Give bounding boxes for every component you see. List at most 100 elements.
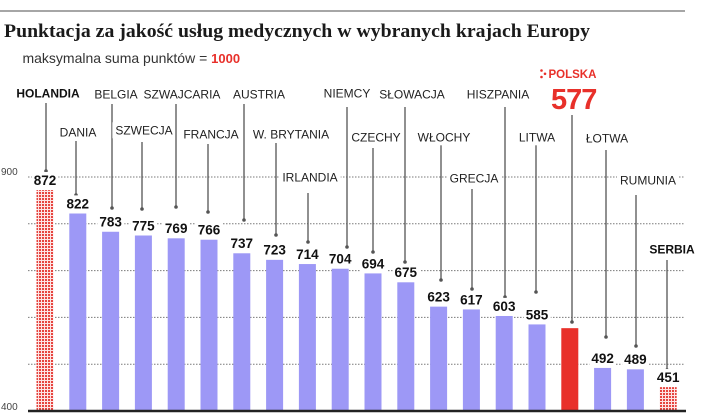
annotation-irlandia: IRLANDIA 714 <box>279 169 341 263</box>
value-label: 822 <box>67 196 90 211</box>
leader-dot <box>274 233 278 237</box>
bar-holandia <box>36 190 54 411</box>
value-label: 766 <box>198 223 221 238</box>
label-background <box>589 349 616 367</box>
leader-dot <box>570 320 574 324</box>
category-label: SZWAJCARIA <box>144 87 221 101</box>
label-background <box>320 85 374 102</box>
label-background <box>414 129 474 146</box>
bar-serbia <box>659 387 677 411</box>
label-background <box>425 288 453 306</box>
bar-polska <box>561 328 579 411</box>
annotation-hiszpania: HISZPANIA 603 <box>463 86 533 315</box>
label-background <box>112 122 176 139</box>
category-label: CZECHY <box>351 130 400 144</box>
label-background <box>463 86 533 103</box>
category-label: SERBIA <box>649 242 695 256</box>
value-label: 704 <box>329 252 352 267</box>
value-label: 603 <box>493 299 516 314</box>
leader-dot <box>174 205 178 209</box>
bar-litwa <box>528 324 546 411</box>
label-background <box>279 169 341 186</box>
leader-dot <box>403 260 407 264</box>
value-label: 737 <box>231 236 254 251</box>
bar-w-brytania <box>266 259 284 411</box>
category-label: DANIA <box>60 125 97 139</box>
callout-marker-icon <box>540 69 547 79</box>
annotation-wlochy: WŁOCHY 623 <box>414 129 474 306</box>
bars <box>36 190 677 411</box>
callout-value: 577 <box>551 84 596 116</box>
annotation-holandia: HOLANDIA 872 <box>13 85 83 190</box>
annotation-dania: DANIA 822 <box>56 124 100 213</box>
label-background <box>622 351 649 369</box>
annotation-polska: POLSKA 577 <box>540 69 597 324</box>
category-label: WŁOCHY <box>418 130 471 144</box>
value-label: 623 <box>427 290 450 305</box>
label-background <box>13 85 83 102</box>
callout-label: POLSKA <box>549 69 597 81</box>
label-background <box>515 129 559 146</box>
category-label: LITWA <box>519 130 555 144</box>
leader-dot <box>439 278 443 282</box>
value-label: 872 <box>34 173 57 188</box>
label-background <box>376 86 448 103</box>
annotation-szwajcaria: SZWAJCARIA 769 <box>140 86 224 238</box>
annotation-belgia: BELGIA 783 <box>91 86 141 231</box>
category-label: RUMUNIA <box>620 173 676 187</box>
annotation-litwa: LITWA 585 <box>515 129 559 324</box>
category-label: FRANCJA <box>183 127 238 141</box>
chart-subtitle: maksymalna suma punktów = 1000 <box>3 50 252 66</box>
value-label: 585 <box>526 307 549 322</box>
bar-szwajcaria <box>167 238 185 411</box>
category-label: AUSTRIA <box>233 87 285 101</box>
label-background <box>228 235 256 253</box>
annotation-czechy: CZECHY 694 <box>348 129 404 273</box>
value-label: 783 <box>99 215 122 230</box>
value-label: 775 <box>132 218 155 233</box>
annotation-lotwa: ŁOTWA 492 <box>582 130 632 367</box>
leader-dot <box>140 207 144 211</box>
label-background <box>261 241 289 259</box>
category-label: IRLANDIA <box>282 170 337 184</box>
value-label: 714 <box>296 247 319 262</box>
bar-grecja <box>462 309 480 411</box>
annotation-niemcy: NIEMCY 704 <box>320 85 374 268</box>
annotations: HOLANDIA872DANIA822BELGIA783SZWECJA775SZ… <box>13 69 699 387</box>
bar-hiszpania <box>495 315 513 411</box>
label-background <box>31 172 59 190</box>
label-background <box>582 130 632 147</box>
y-tick-900: 900 <box>1 167 18 178</box>
bar-francja <box>200 239 218 411</box>
category-label: GRECJA <box>450 171 499 185</box>
label-background <box>56 124 100 141</box>
category-label: HISZPANIA <box>467 87 529 101</box>
value-label: 489 <box>624 352 647 367</box>
category-label: W. BRYTANIA <box>253 127 329 141</box>
label-background <box>294 245 322 263</box>
leader-dot <box>206 210 210 214</box>
label-background <box>617 172 679 189</box>
annotation-serbia: SERBIA 451 <box>646 241 699 387</box>
leader-dot <box>242 218 246 222</box>
value-label: 769 <box>165 221 188 236</box>
value-label: 694 <box>362 256 385 271</box>
label-background <box>348 129 404 146</box>
value-label: 617 <box>460 292 483 307</box>
bar-belgia <box>102 231 120 411</box>
label-background <box>195 221 223 239</box>
bar-wlochy <box>430 306 448 411</box>
category-label: SŁOWACJA <box>379 87 445 101</box>
label-background <box>359 255 387 273</box>
leader-dot <box>44 169 48 173</box>
subtitle-text: maksymalna suma punktów = <box>22 50 211 66</box>
annotation-grecja: GRECJA 617 <box>446 170 502 309</box>
leader-dot <box>345 245 349 249</box>
leader-dot <box>604 335 608 339</box>
category-label: HOLANDIA <box>16 86 80 100</box>
leader-dot <box>110 206 114 210</box>
bar-lotwa <box>594 367 612 411</box>
leader-dot <box>634 344 638 348</box>
y-tick-400: 400 <box>1 402 18 413</box>
label-background <box>229 86 289 103</box>
